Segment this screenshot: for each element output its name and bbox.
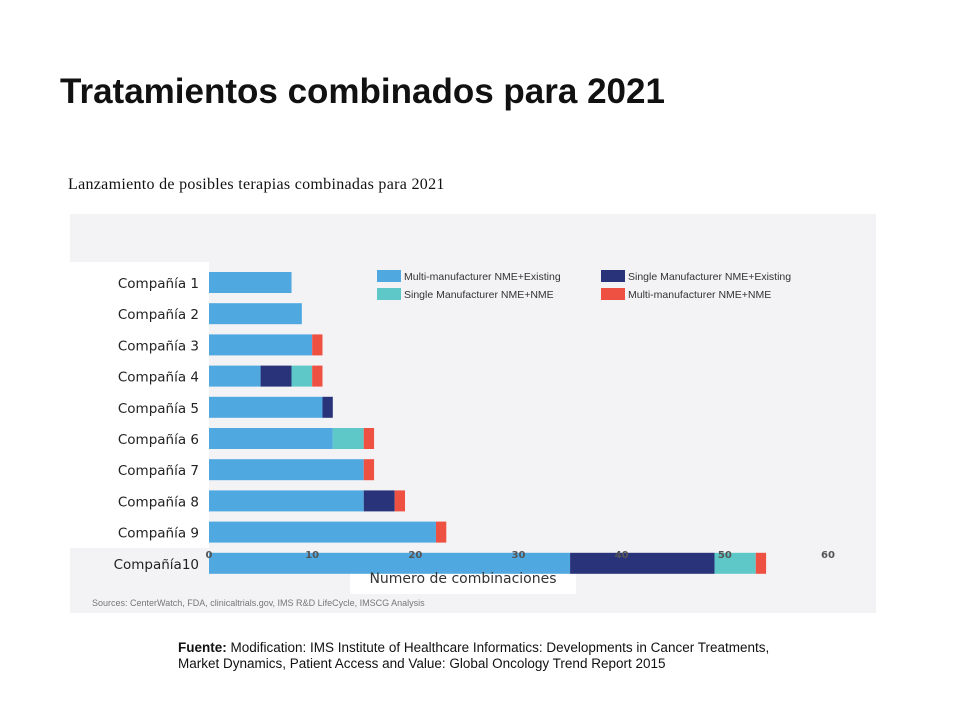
bar-segment-6-1 — [209, 428, 333, 449]
source-footnote-text: Modification: IMS Institute of Healthcar… — [178, 640, 770, 671]
bar-segment-10-4 — [755, 552, 767, 574]
slide-title: Tratamientos combinados para 2021 — [60, 72, 665, 111]
source-footnote-label: Fuente: — [178, 640, 227, 655]
bar-segment-3-4 — [312, 334, 323, 356]
x-tick-label: 50 — [718, 550, 732, 561]
bar-segment-10-3 — [714, 552, 756, 574]
bar-segment-9-1 — [209, 521, 436, 543]
source-footnote: Fuente: Modification: IMS Institute of H… — [178, 640, 798, 672]
x-tick-label: 30 — [512, 550, 526, 561]
bar-segment-4-3 — [291, 365, 313, 387]
bar-segment-4-2 — [260, 365, 292, 387]
bar-segment-4-4 — [312, 365, 323, 387]
bar-segment-8-2 — [363, 490, 395, 512]
x-tick-label: 60 — [821, 550, 835, 561]
category-label: Compañía 9 — [118, 526, 199, 542]
legend-label: Multi-manufacturer NME+NME — [628, 289, 771, 301]
legend-swatch — [601, 270, 625, 282]
category-label: Compañía 6 — [118, 432, 199, 448]
x-tick-label: 0 — [206, 550, 213, 561]
category-label-panel — [68, 262, 209, 548]
bar-segment-5-1 — [209, 396, 323, 418]
bar-segment-6-4 — [363, 428, 375, 449]
bar-segment-10-1 — [209, 552, 571, 574]
legend-label: Single Manufacturer NME+Existing — [628, 271, 791, 283]
legend-swatch — [377, 288, 401, 300]
bar-segment-6-3 — [332, 428, 364, 449]
category-label: Compañía 5 — [118, 401, 199, 417]
x-axis-label: Numero de combinaciones — [369, 571, 556, 587]
bar-segment-8-4 — [394, 490, 406, 512]
x-tick-label: 10 — [305, 550, 319, 561]
x-tick-label: 40 — [615, 550, 629, 561]
legend-label: Single Manufacturer NME+NME — [404, 289, 554, 301]
category-label: Compañía 4 — [118, 370, 199, 386]
category-label: Compañía 1 — [118, 276, 199, 292]
category-label: Compañía10 — [114, 557, 199, 573]
x-tick-label: 20 — [408, 550, 422, 561]
bar-segment-5-2 — [322, 396, 333, 418]
category-label: Compañía 3 — [118, 338, 199, 354]
legend-label: Multi-manufacturer NME+Existing — [404, 271, 561, 283]
bar-segment-9-4 — [435, 521, 447, 543]
legend-swatch — [601, 288, 625, 300]
bar-segment-1-1 — [209, 272, 292, 293]
legend-swatch — [377, 270, 401, 282]
chart-sources: Sources: CenterWatch, FDA, clinicaltrial… — [92, 598, 425, 608]
bar-segment-8-1 — [209, 490, 364, 512]
bar-segment-2-1 — [209, 303, 302, 325]
bar-segment-10-2 — [570, 552, 715, 574]
category-label: Compañía 2 — [118, 307, 199, 323]
bar-segment-3-1 — [209, 334, 313, 356]
bar-segment-7-4 — [363, 459, 375, 481]
category-label: Compañía 8 — [118, 494, 199, 510]
chart-caption: Lanzamiento de posibles terapias combina… — [68, 176, 445, 193]
category-label: Compañía 7 — [118, 463, 199, 479]
bar-segment-4-1 — [209, 365, 261, 387]
bar-segment-7-1 — [209, 459, 364, 481]
